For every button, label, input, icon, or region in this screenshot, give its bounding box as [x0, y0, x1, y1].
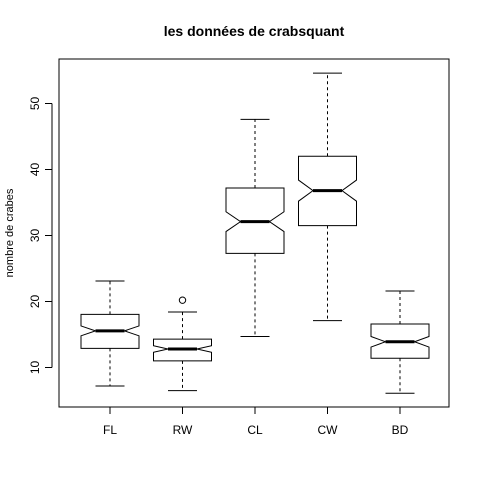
x-tick-label: FL	[103, 423, 117, 437]
x-tick-label: BD	[392, 423, 409, 437]
box-cl	[225, 118, 285, 337]
chart-title: les données de crabsquant	[164, 23, 345, 39]
y-tick-label: 20	[28, 295, 42, 309]
y-tick-label: 40	[28, 163, 42, 177]
y-axis-label: nombre de crabes	[4, 188, 16, 277]
box-bd	[370, 290, 430, 394]
x-tick-label: RW	[173, 423, 193, 437]
plot-frame	[58, 58, 450, 408]
x-axis: FL RW CL CW BD	[103, 407, 409, 437]
y-tick-label: 10	[28, 361, 42, 375]
box-rw	[153, 296, 212, 392]
outlier-point	[178, 296, 187, 304]
y-axis: 10 20 30 40 50	[28, 97, 53, 375]
boxes	[80, 72, 430, 394]
y-tick-label: 30	[28, 229, 42, 243]
y-tick-label: 50	[28, 97, 42, 111]
box-cw	[298, 72, 357, 322]
x-tick-label: CL	[247, 423, 263, 437]
x-tick-label: CW	[318, 423, 339, 437]
box-fl	[80, 280, 140, 387]
